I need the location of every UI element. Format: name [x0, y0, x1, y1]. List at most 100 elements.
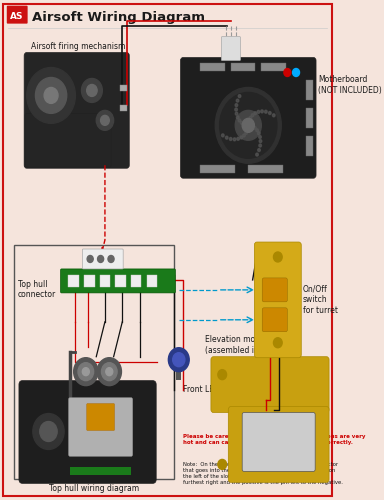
Circle shape — [40, 422, 57, 442]
Circle shape — [265, 110, 267, 113]
Circle shape — [238, 119, 241, 122]
Circle shape — [261, 110, 263, 113]
Circle shape — [87, 256, 93, 262]
Circle shape — [218, 370, 227, 380]
FancyBboxPatch shape — [221, 36, 240, 60]
Bar — [176, 354, 181, 380]
Circle shape — [240, 122, 243, 124]
Circle shape — [242, 118, 254, 132]
FancyBboxPatch shape — [211, 356, 329, 412]
Circle shape — [81, 78, 102, 102]
Circle shape — [236, 99, 239, 102]
Circle shape — [268, 112, 271, 114]
Circle shape — [240, 136, 243, 139]
Circle shape — [168, 348, 189, 372]
Circle shape — [82, 368, 89, 376]
Bar — [306, 80, 313, 100]
FancyBboxPatch shape — [24, 52, 129, 168]
Circle shape — [253, 126, 256, 130]
Circle shape — [237, 116, 239, 119]
Circle shape — [251, 114, 254, 116]
Circle shape — [97, 358, 121, 386]
Circle shape — [259, 136, 261, 138]
Circle shape — [254, 112, 257, 114]
Circle shape — [235, 108, 237, 111]
Bar — [68, 275, 79, 287]
Circle shape — [35, 78, 67, 114]
Text: Front LED light: Front LED light — [183, 384, 240, 394]
Text: Airsoft Wiring Diagram: Airsoft Wiring Diagram — [32, 11, 205, 24]
FancyBboxPatch shape — [262, 308, 287, 332]
Bar — [261, 62, 286, 70]
Bar — [100, 275, 110, 287]
Circle shape — [259, 140, 262, 142]
Circle shape — [272, 114, 275, 117]
Bar — [14, 245, 174, 480]
Bar — [248, 165, 283, 173]
Circle shape — [249, 116, 252, 119]
Circle shape — [101, 362, 117, 380]
Circle shape — [237, 138, 239, 140]
Bar — [115, 275, 126, 287]
Bar — [200, 165, 235, 173]
Circle shape — [273, 338, 282, 347]
Circle shape — [256, 129, 258, 132]
FancyBboxPatch shape — [180, 58, 316, 178]
Circle shape — [235, 104, 238, 106]
Circle shape — [256, 153, 258, 156]
Text: Elevation motor
(assembled in case): Elevation motor (assembled in case) — [205, 336, 281, 354]
Circle shape — [245, 132, 247, 134]
Circle shape — [98, 256, 104, 262]
FancyBboxPatch shape — [262, 278, 287, 302]
Text: Note:  On the motherboard, there will be a 2 pin connector
that goes into the 5 : Note: On the motherboard, there will be … — [183, 462, 343, 485]
FancyBboxPatch shape — [228, 406, 329, 482]
Circle shape — [235, 110, 261, 140]
FancyBboxPatch shape — [82, 249, 123, 269]
Bar — [306, 136, 313, 156]
Circle shape — [222, 134, 224, 137]
Circle shape — [27, 68, 75, 124]
Bar — [147, 275, 157, 287]
Circle shape — [44, 88, 58, 104]
Circle shape — [87, 84, 97, 96]
Text: AS: AS — [10, 12, 24, 21]
Circle shape — [284, 68, 291, 76]
Text: Airsoft firing mechanism: Airsoft firing mechanism — [31, 42, 126, 50]
Circle shape — [33, 414, 64, 450]
Circle shape — [218, 460, 227, 469]
FancyBboxPatch shape — [68, 398, 133, 456]
Text: On/Off
switch
for turret: On/Off switch for turret — [303, 285, 338, 314]
Bar — [231, 62, 255, 70]
Bar — [131, 275, 141, 287]
Bar — [120, 106, 127, 112]
Bar — [120, 86, 127, 91]
Circle shape — [106, 368, 113, 376]
Bar — [200, 62, 225, 70]
Circle shape — [258, 148, 260, 152]
Circle shape — [259, 144, 262, 147]
Circle shape — [257, 110, 260, 114]
Circle shape — [215, 88, 281, 163]
FancyBboxPatch shape — [254, 242, 301, 358]
FancyBboxPatch shape — [7, 6, 28, 24]
Circle shape — [235, 112, 238, 115]
Text: Top hull
connector: Top hull connector — [18, 280, 56, 299]
FancyBboxPatch shape — [87, 404, 114, 430]
Text: Top hull wiring diagram: Top hull wiring diagram — [49, 484, 139, 494]
Bar — [70, 468, 131, 475]
FancyBboxPatch shape — [25, 114, 111, 167]
Circle shape — [96, 110, 114, 130]
Bar — [306, 108, 313, 128]
Circle shape — [258, 132, 260, 135]
Circle shape — [238, 94, 241, 98]
Circle shape — [293, 68, 300, 76]
Circle shape — [225, 136, 228, 139]
Circle shape — [229, 138, 232, 140]
Circle shape — [78, 362, 94, 380]
Circle shape — [220, 92, 277, 158]
FancyBboxPatch shape — [3, 4, 332, 496]
FancyBboxPatch shape — [61, 269, 175, 293]
Circle shape — [173, 352, 185, 366]
FancyBboxPatch shape — [19, 380, 156, 484]
Circle shape — [108, 256, 114, 262]
